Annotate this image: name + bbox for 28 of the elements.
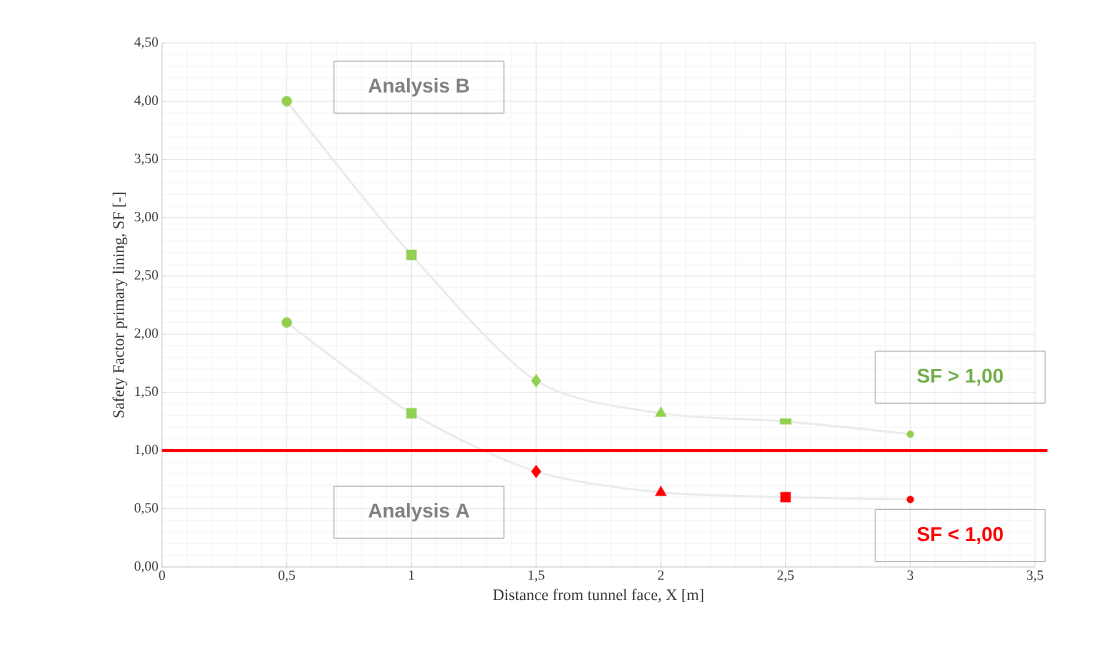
x-tick-label: 0 [159,570,165,580]
y-tick-label: 0,00 [134,561,158,573]
y-tick-label: 1,00 [135,444,158,457]
point [281,96,292,107]
x-tick-label: 1,5 [528,570,545,582]
y-axis-title: Safety Factor primary lining, SF [-] [112,192,128,418]
x-axis-title: Distance from tunnel face, X [m] [493,588,704,603]
x-tick-label: 3 [907,570,914,580]
y-tick-label: 2,50 [134,270,158,282]
point [281,317,292,328]
x-tick-label: 1 [409,570,415,580]
y-tick-label: 2,00 [134,328,158,340]
annotation: SF > 1,00 [917,368,1003,386]
y-tick-label: 0,50 [134,503,158,515]
point [406,249,417,261]
y-tick-label: 1,50 [135,386,158,399]
annotation: Analysis A [368,502,470,522]
y-tick-label: 3,00 [134,211,158,224]
x-tick-label: 2,5 [777,570,794,582]
y-tick-label: 4,00 [134,95,158,107]
x-tick-label: 2 [657,570,664,580]
x-tick-label: 0,5 [278,570,295,582]
y-tick-label: 3,50 [134,153,158,166]
y-tick-label: 4,50 [134,37,158,49]
point [406,408,417,419]
annotation: Analysis B [368,77,469,97]
annotation: SF < 1,00 [917,527,1003,545]
x-tick-label: 3,5 [1026,570,1044,582]
